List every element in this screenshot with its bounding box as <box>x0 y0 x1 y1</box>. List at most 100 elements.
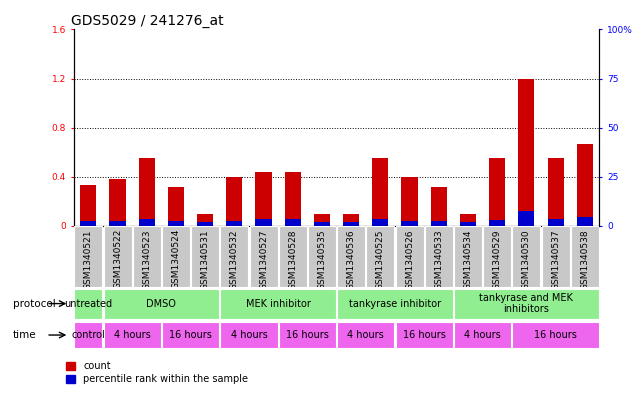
Bar <box>395 226 424 287</box>
Bar <box>512 226 540 287</box>
Bar <box>401 221 417 226</box>
Bar <box>168 221 184 226</box>
Text: GSM1340522: GSM1340522 <box>113 229 122 289</box>
Text: GSM1340528: GSM1340528 <box>288 229 297 290</box>
Text: 16 hours: 16 hours <box>169 330 212 340</box>
Text: 16 hours: 16 hours <box>286 330 329 340</box>
Bar <box>519 79 535 226</box>
Text: 4 hours: 4 hours <box>231 330 267 340</box>
Bar <box>168 187 184 226</box>
Bar <box>162 226 190 287</box>
Text: GSM1340529: GSM1340529 <box>493 229 502 290</box>
Bar <box>308 226 336 287</box>
Bar <box>395 322 453 348</box>
Bar <box>547 158 563 226</box>
Legend: count, percentile rank within the sample: count, percentile rank within the sample <box>66 361 248 384</box>
Bar <box>221 226 248 287</box>
Bar <box>226 177 242 226</box>
Text: GDS5029 / 241276_at: GDS5029 / 241276_at <box>71 15 224 28</box>
Text: tankyrase inhibitor: tankyrase inhibitor <box>349 299 441 309</box>
Text: protocol: protocol <box>13 299 56 309</box>
Bar <box>74 322 103 348</box>
Bar <box>454 226 482 287</box>
Bar <box>226 221 242 226</box>
Text: GSM1340531: GSM1340531 <box>201 229 210 290</box>
Bar <box>110 179 126 226</box>
Bar <box>285 219 301 226</box>
Bar <box>314 214 330 226</box>
Bar <box>570 226 599 287</box>
Bar <box>221 288 336 319</box>
Bar <box>256 219 272 226</box>
Bar <box>80 221 96 226</box>
Text: GSM1340527: GSM1340527 <box>259 229 268 290</box>
Bar <box>103 288 219 319</box>
Bar <box>314 222 330 226</box>
Bar <box>372 158 388 226</box>
Bar <box>256 172 272 226</box>
Bar <box>279 322 336 348</box>
Bar <box>366 226 394 287</box>
Bar <box>110 221 126 226</box>
Bar <box>138 158 154 226</box>
Text: GSM1340523: GSM1340523 <box>142 229 151 290</box>
Bar <box>74 226 103 287</box>
Bar <box>285 172 301 226</box>
Text: GSM1340538: GSM1340538 <box>580 229 589 290</box>
Bar <box>279 226 307 287</box>
Text: GSM1340533: GSM1340533 <box>434 229 443 290</box>
Text: 4 hours: 4 hours <box>113 330 151 340</box>
Bar <box>138 219 154 226</box>
Text: GSM1340524: GSM1340524 <box>171 229 180 289</box>
Text: control: control <box>71 330 105 340</box>
Bar <box>454 288 599 319</box>
Text: GSM1340535: GSM1340535 <box>317 229 326 290</box>
Bar <box>343 214 359 226</box>
Text: untreated: untreated <box>64 299 112 309</box>
Bar <box>489 220 505 226</box>
Text: GSM1340534: GSM1340534 <box>463 229 472 290</box>
Text: GSM1340530: GSM1340530 <box>522 229 531 290</box>
Text: GSM1340526: GSM1340526 <box>405 229 414 290</box>
Text: GSM1340536: GSM1340536 <box>347 229 356 290</box>
Bar <box>460 214 476 226</box>
Text: 16 hours: 16 hours <box>534 330 577 340</box>
Text: GSM1340532: GSM1340532 <box>230 229 239 290</box>
Bar <box>103 226 131 287</box>
Bar <box>512 322 599 348</box>
Bar <box>197 222 213 226</box>
Text: 16 hours: 16 hours <box>403 330 445 340</box>
Bar <box>80 185 96 226</box>
Bar <box>542 226 570 287</box>
Bar <box>519 211 535 226</box>
Bar <box>221 322 278 348</box>
Text: GSM1340521: GSM1340521 <box>84 229 93 290</box>
Bar <box>577 217 593 226</box>
Bar <box>483 226 511 287</box>
Text: DMSO: DMSO <box>146 299 176 309</box>
Text: GSM1340525: GSM1340525 <box>376 229 385 290</box>
Bar <box>249 226 278 287</box>
Bar <box>454 322 511 348</box>
Bar <box>460 222 476 226</box>
Bar <box>577 144 593 226</box>
Bar <box>431 187 447 226</box>
Text: GSM1340537: GSM1340537 <box>551 229 560 290</box>
Text: tankyrase and MEK
inhibitors: tankyrase and MEK inhibitors <box>479 293 573 314</box>
Bar <box>547 219 563 226</box>
Bar <box>431 221 447 226</box>
Bar <box>337 322 394 348</box>
Bar <box>489 158 505 226</box>
Bar <box>401 177 417 226</box>
Text: 4 hours: 4 hours <box>464 330 501 340</box>
Bar <box>197 214 213 226</box>
Bar <box>425 226 453 287</box>
Bar <box>133 226 161 287</box>
Bar <box>343 222 359 226</box>
Bar <box>162 322 219 348</box>
Bar <box>372 219 388 226</box>
Bar <box>337 226 365 287</box>
Text: 4 hours: 4 hours <box>347 330 384 340</box>
Text: MEK inhibitor: MEK inhibitor <box>246 299 310 309</box>
Bar <box>74 288 103 319</box>
